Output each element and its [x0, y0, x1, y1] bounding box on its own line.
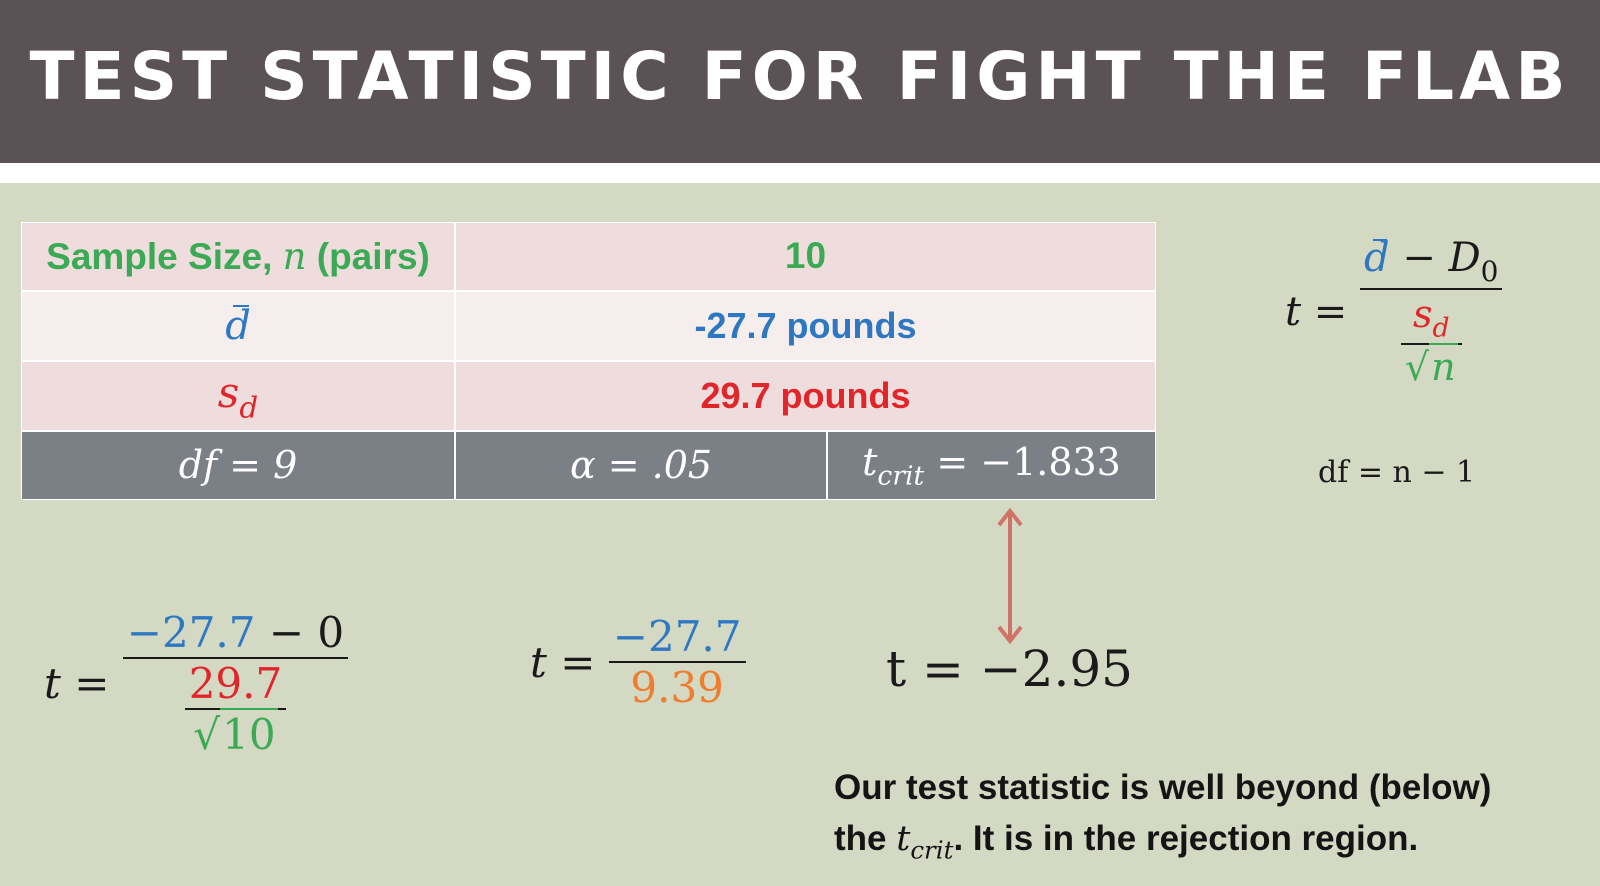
- conclusion-text: Our test statistic is well beyond (below…: [834, 768, 1492, 865]
- table-row-std-dev: sd 29.7 pounds: [21, 360, 1156, 431]
- step1-formula: t = −27.7 − 0 29.7 √10: [44, 608, 349, 759]
- degrees-of-freedom: df = 9: [21, 430, 455, 500]
- t-statistic-result: t = −2.95: [886, 640, 1133, 698]
- df-formula-note: df = n − 1: [1318, 455, 1476, 490]
- std-dev-label: sd: [21, 360, 455, 431]
- title-divider: [0, 163, 1600, 183]
- summary-table: Sample Size, n (pairs) 10 d -27.7 pounds…: [21, 222, 1156, 500]
- std-dev-value: 29.7 pounds: [455, 360, 1156, 431]
- mean-difference-label: d: [21, 290, 455, 361]
- sample-size-label: Sample Size, n (pairs): [21, 222, 455, 291]
- mean-difference-value: -27.7 pounds: [455, 290, 1156, 361]
- double-headed-arrow-icon: [997, 507, 1023, 645]
- critical-t-value: tcrit = −1.833: [827, 430, 1156, 500]
- step2-formula: t = −27.7 9.39: [530, 612, 746, 712]
- sample-size-value: 10: [455, 222, 1156, 291]
- alpha-level: α = .05: [455, 430, 827, 500]
- table-row-mean-difference: d -27.7 pounds: [21, 290, 1156, 361]
- general-t-formula: t = d − D0 sd √n: [1285, 235, 1503, 390]
- title-bar: TEST STATISTIC FOR FIGHT THE FLAB: [0, 0, 1600, 163]
- table-row-test-params: df = 9 α = .05 tcrit = −1.833: [21, 430, 1156, 500]
- slide-title: TEST STATISTIC FOR FIGHT THE FLAB: [29, 38, 1571, 115]
- table-row-sample-size: Sample Size, n (pairs) 10: [21, 222, 1156, 291]
